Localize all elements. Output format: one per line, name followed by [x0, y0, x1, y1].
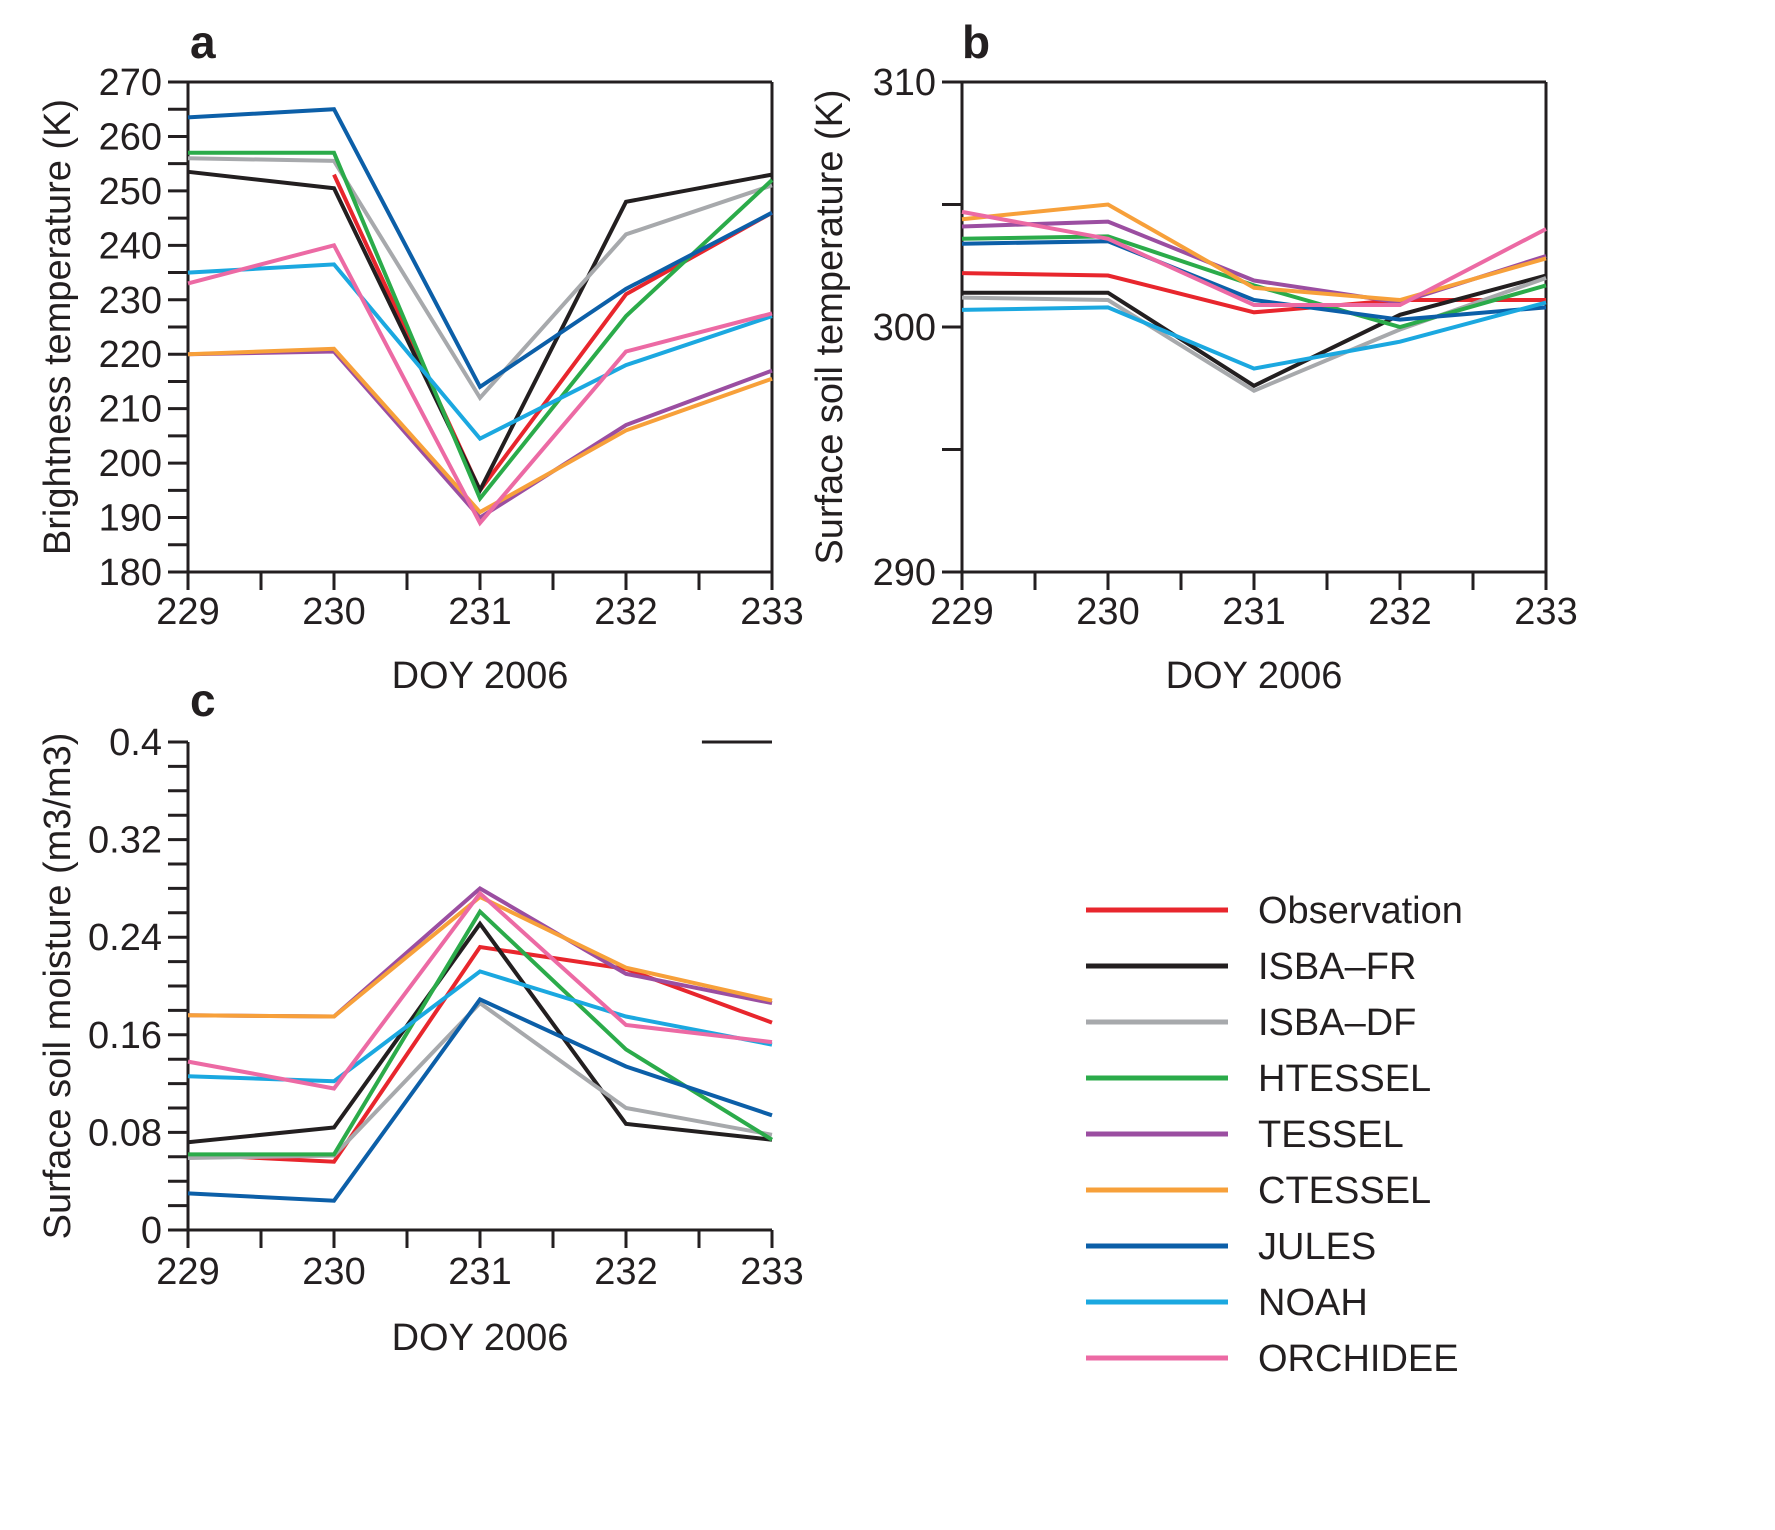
- series-line-noah: [187, 262, 773, 442]
- series-line-ctessel: [187, 894, 773, 1019]
- series-line-observation: [332, 173, 773, 495]
- series-line-orchidee: [961, 209, 1547, 307]
- y-tick-label: 0.32: [88, 820, 162, 862]
- legend-label-tessel: TESSEL: [1258, 1114, 1404, 1156]
- x-tick-label: 232: [594, 591, 657, 633]
- series-line-isba-df: [961, 276, 1547, 393]
- series-line-orchidee: [187, 242, 773, 527]
- y-tick-label: 260: [99, 116, 162, 158]
- series-line-jules: [187, 107, 773, 390]
- panel-c: 0 0.08 0.16 0.24 0.32 0.4 229 230 231 232 233 DOY 2…: [37, 674, 804, 1359]
- y-tick-label: 230: [99, 280, 162, 322]
- y-axis-label: Brightness temperature (K): [37, 99, 79, 555]
- x-tick-label: 233: [1514, 591, 1577, 633]
- series-line-htessel: [961, 234, 1547, 330]
- panel-letter: c: [190, 674, 216, 726]
- panel-letter: a: [190, 16, 216, 68]
- y-tick-label: 290: [873, 552, 936, 594]
- series-line-orchidee: [187, 890, 773, 1091]
- y-axis-label: Surface soil temperature (K): [809, 89, 851, 564]
- y-tick-label: 200: [99, 443, 162, 485]
- x-tick-label: 229: [156, 1251, 219, 1293]
- x-axis-label: DOY 2006: [392, 655, 569, 697]
- panel-a: 180 190 200 210 220 230 240 250 260 270 229 230 231 2…: [37, 16, 804, 697]
- y-tick-label: 250: [99, 171, 162, 213]
- series-line-isba-fr: [187, 920, 773, 1145]
- series-line-isba-fr: [187, 169, 773, 495]
- x-tick-label: 230: [302, 591, 365, 633]
- x-tick-label: 231: [1222, 591, 1285, 633]
- legend-label-observation: Observation: [1258, 890, 1463, 932]
- legend-label-isba-df: ISBA–DF: [1258, 1002, 1416, 1044]
- x-tick-label: 230: [302, 1251, 365, 1293]
- legend-label-htessel: HTESSEL: [1258, 1058, 1431, 1100]
- series-line-isba-df: [187, 156, 773, 402]
- y-tick-label: 0: [141, 1210, 162, 1252]
- y-tick-label: 220: [99, 334, 162, 376]
- x-tick-label: 231: [448, 1251, 511, 1293]
- series-line-jules: [187, 996, 773, 1203]
- y-tick-label: 240: [99, 225, 162, 267]
- x-tick-label: 233: [740, 1251, 803, 1293]
- y-tick-label: 270: [99, 62, 162, 104]
- y-axis-label: Surface soil moisture (m3/m3): [37, 733, 79, 1240]
- legend-label-isba-fr: ISBA–FR: [1258, 946, 1416, 988]
- legend-label-ctessel: CTESSEL: [1258, 1170, 1431, 1212]
- y-tick-label: 0.4: [109, 722, 162, 764]
- series-line-noah: [961, 300, 1547, 371]
- x-tick-label: 232: [594, 1251, 657, 1293]
- series-line-ctessel: [961, 202, 1547, 303]
- panel-b: 290 300 310 229 230 231 232 233 DOY 2006 Surface …: [809, 16, 1578, 697]
- series-line-isba-fr: [962, 273, 1547, 389]
- x-axis-label: DOY 2006: [392, 1317, 569, 1359]
- x-tick-label: 232: [1368, 591, 1431, 633]
- legend-label-orchidee: ORCHIDEE: [1258, 1338, 1459, 1380]
- x-tick-label: 229: [156, 591, 219, 633]
- y-tick-label: 210: [99, 389, 162, 431]
- y-tick-label: 180: [99, 552, 162, 594]
- series-line-tessel: [961, 219, 1547, 305]
- x-tick-label: 233: [740, 591, 803, 633]
- series-line-htessel: [188, 150, 774, 503]
- series-line-jules: [961, 239, 1547, 322]
- x-tick-label: 229: [930, 591, 993, 633]
- y-tick-label: 0.16: [88, 1015, 162, 1057]
- series-line-noah: [187, 969, 773, 1084]
- y-tick-label: 190: [99, 498, 162, 540]
- x-axis-label: DOY 2006: [1166, 655, 1343, 697]
- legend: Observation ISBA–FR ISBA–DF HTESSEL TESSEL CT…: [1086, 890, 1463, 1380]
- y-tick-label: 0.08: [88, 1112, 162, 1154]
- series-line-observation: [187, 944, 773, 1164]
- series-line-htessel: [188, 908, 774, 1157]
- panel-letter: b: [962, 16, 990, 68]
- y-tick-label: 310: [873, 62, 936, 104]
- legend-label-jules: JULES: [1258, 1226, 1376, 1268]
- series-line-ctessel: [187, 346, 773, 515]
- x-tick-label: 231: [448, 591, 511, 633]
- y-tick-label: 300: [873, 307, 936, 349]
- y-tick-label: 0.24: [88, 917, 162, 959]
- x-tick-label: 230: [1076, 591, 1139, 633]
- legend-label-noah: NOAH: [1258, 1282, 1368, 1324]
